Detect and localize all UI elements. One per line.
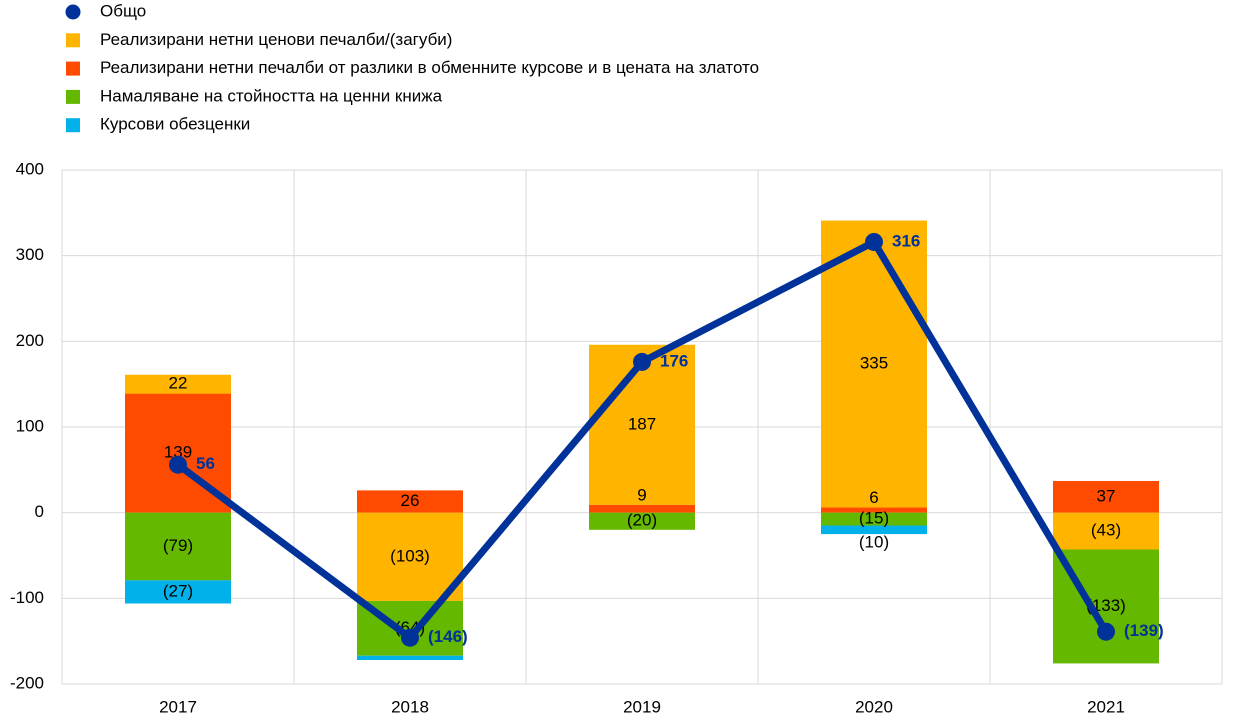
- x-tick-label: 2019: [623, 697, 661, 716]
- x-tick-label: 2021: [1087, 697, 1125, 716]
- bar-value-label: 139: [164, 443, 192, 462]
- bar-segment: [125, 580, 231, 604]
- bar-value-label: (103): [390, 546, 430, 565]
- y-tick-label: 0: [35, 502, 44, 521]
- legend-label: Реализирани нетни печалби от разлики в о…: [100, 58, 759, 77]
- legend-swatch: [66, 89, 80, 104]
- y-tick-label: 200: [16, 331, 44, 350]
- bar-value-label: (27): [163, 581, 193, 600]
- x-tick-label: 2020: [855, 697, 893, 716]
- bar-segment: [1053, 512, 1159, 550]
- legend-swatch: [66, 118, 80, 133]
- legend-label: Намаляване на стойността на ценни книжа: [100, 86, 443, 105]
- bar-segment: [125, 374, 231, 394]
- bar-value-label: 22: [169, 374, 188, 393]
- bar-value-label: 26: [401, 491, 420, 510]
- legend-swatch: [66, 61, 80, 76]
- y-tick-label: 400: [16, 159, 44, 178]
- total-value-label: 316: [892, 231, 920, 250]
- bar-segment: [357, 655, 463, 661]
- bar-value-label: 335: [860, 354, 888, 373]
- bar-value-label: (43): [1091, 521, 1121, 540]
- y-tick-label: 300: [16, 245, 44, 264]
- legend-label: Общо: [100, 1, 146, 20]
- bar-value-label: 9: [637, 485, 646, 504]
- bar-segment: [821, 220, 927, 508]
- bar-segment: [125, 512, 231, 581]
- x-tick-label: 2018: [391, 697, 429, 716]
- bar-segment: [821, 507, 927, 513]
- total-value-label: 56: [196, 454, 215, 473]
- x-tick-label: 2017: [159, 697, 197, 716]
- total-point: [633, 352, 651, 371]
- bar-segment: [821, 512, 927, 526]
- bar-value-label: 37: [1097, 486, 1116, 505]
- bar-value-label: (10): [859, 533, 889, 552]
- bar-segment: [589, 344, 695, 505]
- y-tick-label: 100: [16, 416, 44, 435]
- total-point: [401, 628, 419, 647]
- total-point: [865, 232, 883, 251]
- legend-swatch: [66, 33, 80, 48]
- legend-marker: [65, 4, 81, 20]
- y-tick-label: -200: [10, 673, 44, 692]
- bar-segment: [821, 525, 927, 535]
- total-point: [169, 455, 187, 474]
- bar-value-label: (20): [627, 511, 657, 530]
- y-tick-label: -100: [10, 588, 44, 607]
- bar-value-label: (15): [859, 509, 889, 528]
- total-point: [1097, 622, 1115, 641]
- total-value-label: (139): [1124, 621, 1164, 640]
- bar-segment: [589, 512, 695, 530]
- bar-value-label: 187: [628, 414, 656, 433]
- total-value-label: 176: [660, 351, 688, 370]
- legend-label: Курсови обезценки: [100, 115, 250, 134]
- bar-segment: [589, 504, 695, 513]
- bar-value-label: 6: [869, 488, 878, 507]
- bar-segment: [357, 490, 463, 513]
- total-value-label: (146): [428, 627, 468, 646]
- legend-label: Реализирани нетни ценови печалби/(загуби…: [100, 30, 452, 49]
- bar-segment: [357, 512, 463, 601]
- bar-segment: [1053, 480, 1159, 513]
- bar-value-label: (79): [163, 536, 193, 555]
